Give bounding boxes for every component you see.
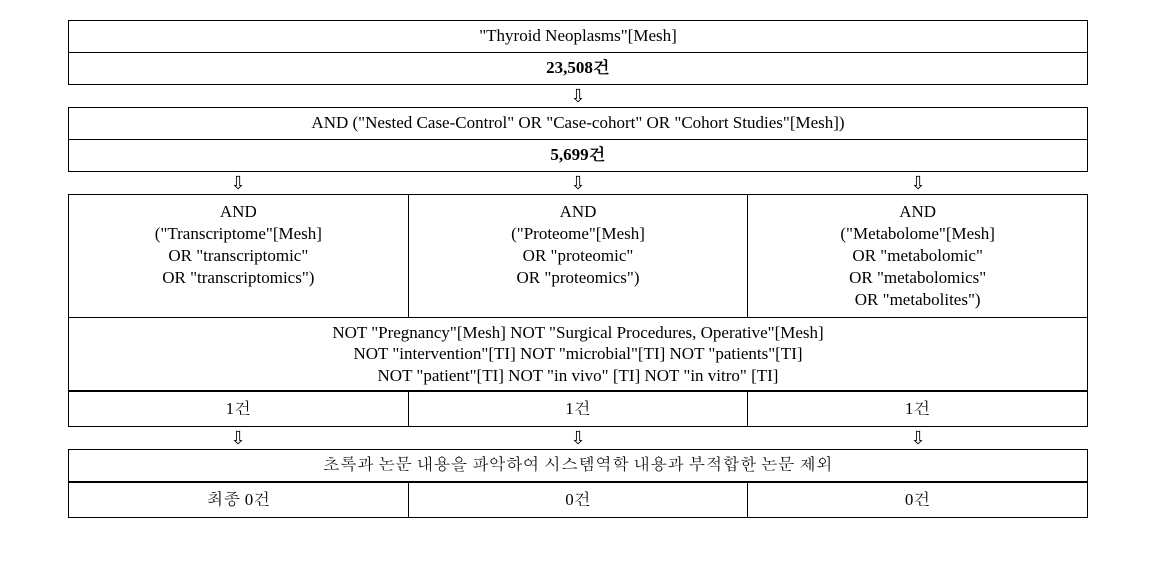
branch1-q-line: OR "transcriptomic"	[77, 245, 400, 267]
stage1-count-cell: 23,508건	[68, 53, 1088, 85]
final-counts-row: 최종 0건 0건 0건	[68, 482, 1088, 518]
branch3-final-count: 0건	[905, 490, 931, 509]
stage2-count: 5,699건	[550, 145, 605, 164]
down-arrow-icon: ⇩	[68, 429, 408, 447]
branch1-final-cell: 최종 0건	[68, 482, 409, 518]
branch1-q-line: OR "transcriptomics")	[77, 267, 400, 289]
branch3-q-line: OR "metabolites")	[756, 289, 1079, 311]
branch2-q-line: ("Proteome"[Mesh]	[417, 223, 740, 245]
branch1-q-line: AND	[77, 201, 400, 223]
flow-diagram: "Thyroid Neoplasms"[Mesh] 23,508건 ⇩ AND …	[68, 20, 1088, 518]
branch3-final-cell: 0건	[748, 482, 1088, 518]
not-filter-cell: NOT "Pregnancy"[Mesh] NOT "Surgical Proc…	[68, 318, 1088, 391]
down-arrow-icon: ⇩	[68, 87, 1088, 105]
branch3-query-cell: AND ("Metabolome"[Mesh] OR "metabolomic"…	[748, 194, 1088, 318]
branch1-q-line: ("Transcriptome"[Mesh]	[77, 223, 400, 245]
down-arrow-icon: ⇩	[68, 174, 408, 192]
branch1-count-cell: 1건	[68, 391, 409, 427]
branch-counts-row: 1건 1건 1건	[68, 391, 1088, 427]
branch1-count: 1건	[226, 399, 252, 418]
branch3-q-line: OR "metabolomic"	[756, 245, 1079, 267]
stage1-query-cell: "Thyroid Neoplasms"[Mesh]	[68, 20, 1088, 53]
stage2-query: AND ("Nested Case-Control" OR "Case-coho…	[311, 113, 844, 132]
branch3-q-line: ("Metabolome"[Mesh]	[756, 223, 1079, 245]
branch2-query-cell: AND ("Proteome"[Mesh] OR "proteomic" OR …	[409, 194, 749, 318]
arrow-row-2: ⇩ ⇩ ⇩	[68, 172, 1088, 194]
branch3-q-line: AND	[756, 201, 1079, 223]
branch3-count: 1건	[905, 399, 931, 418]
down-arrow-icon: ⇩	[408, 174, 748, 192]
branch3-count-cell: 1건	[748, 391, 1088, 427]
branch2-final-cell: 0건	[409, 482, 749, 518]
down-arrow-icon: ⇩	[748, 429, 1088, 447]
not-filter-line: NOT "patient"[TI] NOT "in vivo" [TI] NOT…	[77, 365, 1079, 386]
branch1-query-cell: AND ("Transcriptome"[Mesh] OR "transcrip…	[68, 194, 409, 318]
branch2-q-line: AND	[417, 201, 740, 223]
not-filter-line: NOT "intervention"[TI] NOT "microbial"[T…	[77, 343, 1079, 364]
branch2-final-count: 0건	[565, 490, 591, 509]
stage2-query-cell: AND ("Nested Case-Control" OR "Case-coho…	[68, 107, 1088, 140]
branch2-q-line: OR "proteomics")	[417, 267, 740, 289]
branch2-count-cell: 1건	[409, 391, 749, 427]
branch3-q-line: OR "metabolomics"	[756, 267, 1079, 289]
branch2-count: 1건	[565, 399, 591, 418]
down-arrow-icon: ⇩	[748, 174, 1088, 192]
stage2-count-cell: 5,699건	[68, 140, 1088, 172]
branch-queries-row: AND ("Transcriptome"[Mesh] OR "transcrip…	[68, 194, 1088, 318]
branch1-final-count: 최종 0건	[206, 490, 270, 509]
arrow-row-3: ⇩ ⇩ ⇩	[68, 427, 1088, 449]
stage1-query: "Thyroid Neoplasms"[Mesh]	[479, 26, 677, 45]
not-filter-line: NOT "Pregnancy"[Mesh] NOT "Surgical Proc…	[77, 322, 1079, 343]
stage1-count: 23,508건	[546, 58, 610, 77]
abstract-filter: 초록과 논문 내용을 파악하여 시스템역학 내용과 부적합한 논문 제외	[323, 455, 833, 474]
arrow-row-1: ⇩	[68, 85, 1088, 107]
down-arrow-icon: ⇩	[408, 429, 748, 447]
abstract-filter-cell: 초록과 논문 내용을 파악하여 시스템역학 내용과 부적합한 논문 제외	[68, 449, 1088, 482]
branch2-q-line: OR "proteomic"	[417, 245, 740, 267]
